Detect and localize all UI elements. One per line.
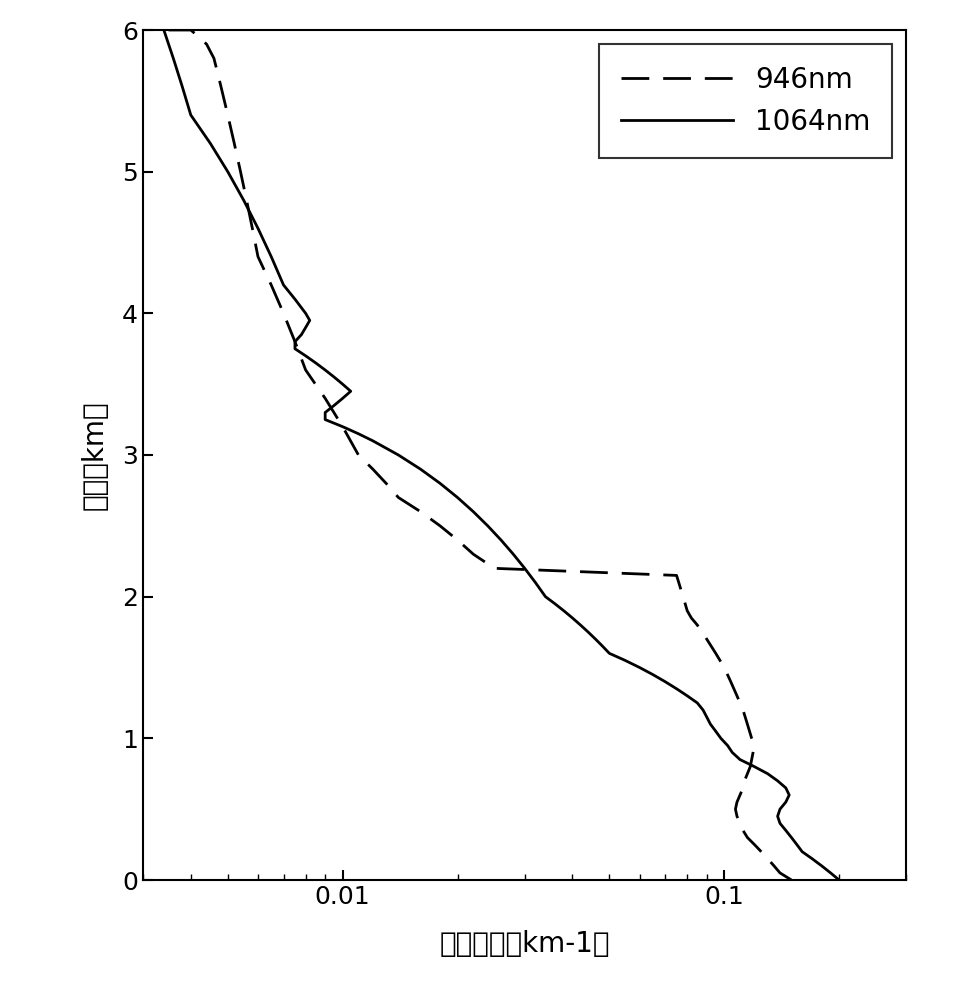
1064nm — [289, 336, 300, 348]
1064nm — [299, 307, 311, 319]
946nm — [185, 24, 196, 36]
946nm — [163, 24, 174, 36]
1064nm — [336, 378, 348, 390]
1064nm — [495, 534, 506, 546]
946nm — [743, 761, 755, 773]
1064nm — [833, 874, 844, 886]
Y-axis label: 高度（km）: 高度（km） — [80, 400, 109, 510]
946nm — [193, 31, 204, 43]
946nm — [748, 839, 760, 851]
X-axis label: 消光系数（km-1）: 消光系数（km-1） — [439, 930, 609, 958]
946nm — [785, 874, 797, 886]
Legend: 946nm, 1064nm: 946nm, 1064nm — [598, 44, 891, 158]
Line: 946nm: 946nm — [169, 30, 791, 880]
Line: 1064nm: 1064nm — [164, 30, 839, 880]
1064nm — [265, 251, 276, 263]
946nm — [745, 732, 757, 744]
1064nm — [158, 24, 170, 36]
946nm — [252, 251, 263, 263]
1064nm — [393, 449, 404, 461]
946nm — [691, 619, 702, 631]
